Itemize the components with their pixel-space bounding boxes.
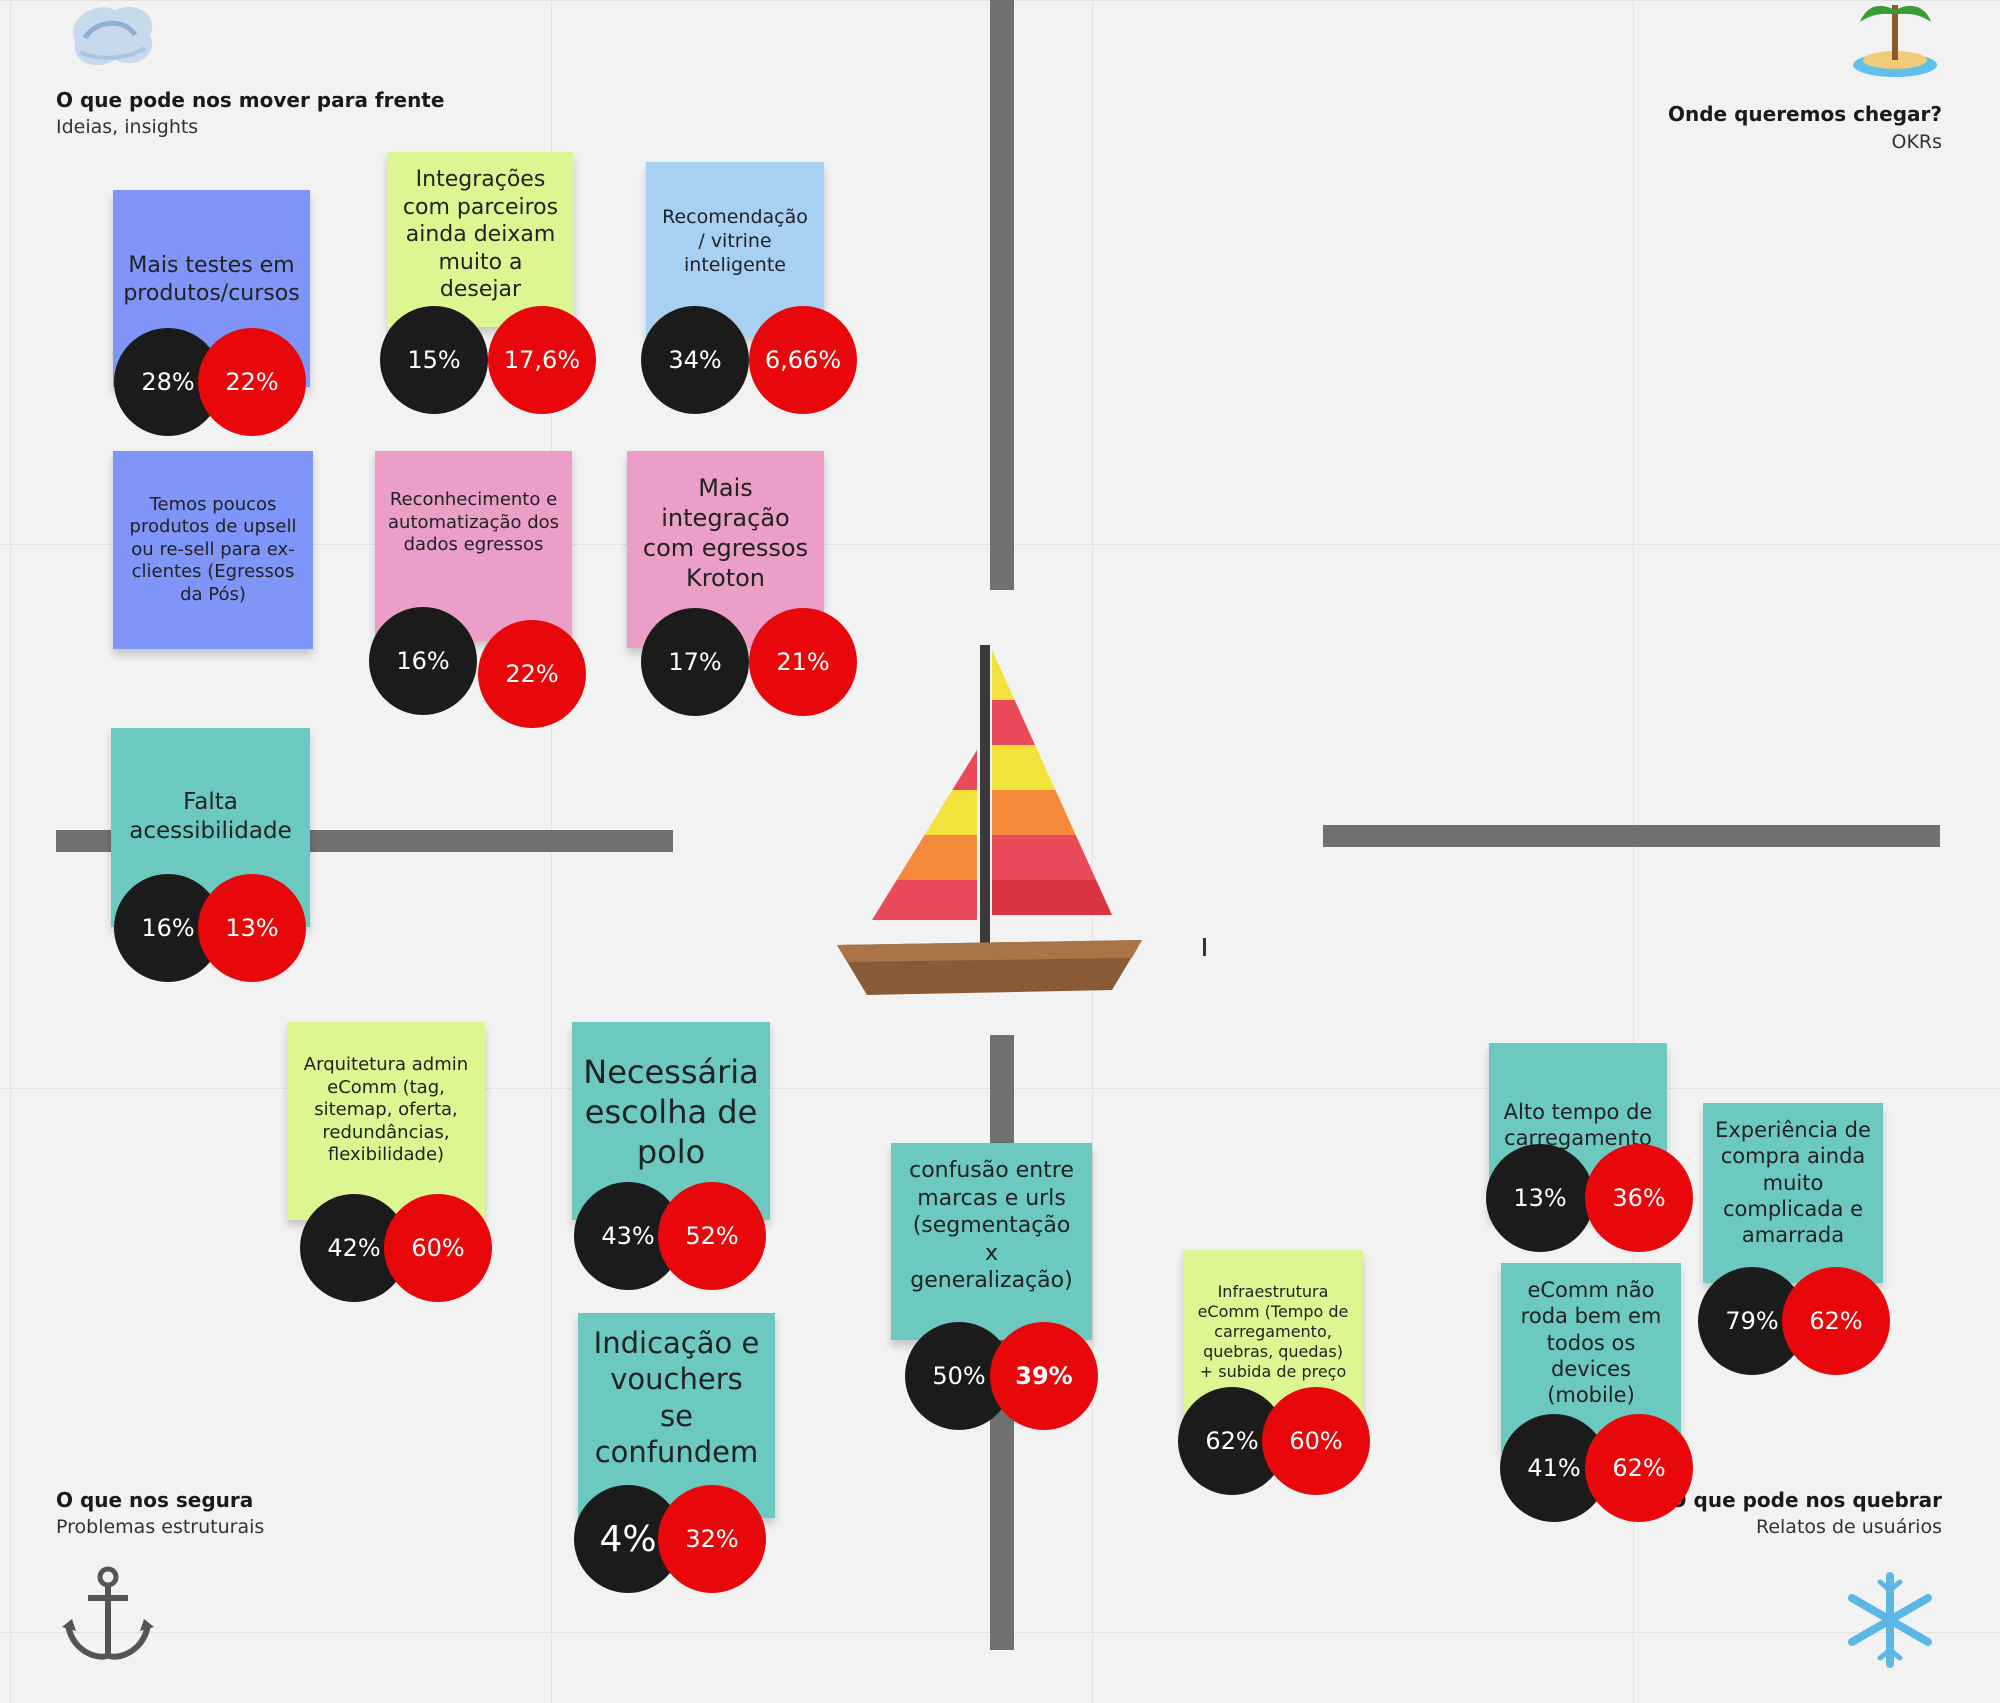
sticky-note[interactable]: Arquitetura admin eComm (tag, sitemap, o… xyxy=(287,1022,485,1220)
vote-count-red: 21% xyxy=(749,608,857,716)
quadrant-title-risks: O que pode nos quebrar xyxy=(1669,1488,1942,1512)
sticky-note[interactable]: confusão entre marcas e urls (segmentaçã… xyxy=(891,1143,1092,1340)
quadrant-title-ideas: O que pode nos mover para frente xyxy=(56,88,445,112)
quadrant-subtitle-risks: Relatos de usuários xyxy=(1755,1516,1942,1538)
vote-count-red: 36% xyxy=(1585,1144,1693,1252)
vote-count-red: 60% xyxy=(1262,1387,1370,1495)
sticky-note[interactable]: Integrações com parceiros ainda deixam m… xyxy=(387,152,574,327)
quadrant-subtitle-goals: OKRs xyxy=(1891,131,1942,153)
sticky-note[interactable]: Experiência de compra ainda muito compli… xyxy=(1703,1103,1883,1283)
sailboat-icon xyxy=(837,645,1142,995)
sticky-note[interactable]: Indicação e vouchers se confundem xyxy=(578,1313,775,1518)
vote-count-red: 22% xyxy=(478,620,586,728)
snowflake-icon xyxy=(1848,1572,1932,1668)
vote-count-red: 39% xyxy=(990,1322,1098,1430)
island-icon xyxy=(1853,5,1937,77)
vote-count-black: 50% xyxy=(905,1322,1013,1430)
cursor-mark xyxy=(1203,938,1206,956)
sticky-note[interactable]: Temos poucos produtos de upsell ou re-se… xyxy=(113,451,313,649)
sticky-note[interactable]: Necessária escolha de polo xyxy=(572,1022,770,1220)
quadrant-title-goals: Onde queremos chegar? xyxy=(1667,102,1942,126)
vote-count-black: 17% xyxy=(641,608,749,716)
vote-count-black: 15% xyxy=(380,306,488,414)
divider-vertical-top xyxy=(990,0,1014,590)
vote-count-red: 22% xyxy=(198,328,306,436)
wind-icon xyxy=(73,6,153,66)
vote-count-black: 13% xyxy=(1486,1144,1594,1252)
quadrant-title-blockers: O que nos segura xyxy=(56,1488,254,1512)
vote-count-red: 52% xyxy=(658,1182,766,1290)
quadrant-subtitle-blockers: Problemas estruturais xyxy=(56,1516,265,1538)
vote-count-red: 13% xyxy=(198,874,306,982)
vote-count-black: 34% xyxy=(641,306,749,414)
anchor-icon xyxy=(62,1566,154,1660)
vote-count-red: 32% xyxy=(658,1485,766,1593)
divider-horizontal-right xyxy=(1323,825,1940,847)
quadrant-subtitle-ideas: Ideias, insights xyxy=(56,116,199,138)
vote-count-black: 16% xyxy=(369,607,477,715)
vote-count-red: 6,66% xyxy=(749,306,857,414)
vote-count-red: 60% xyxy=(384,1194,492,1302)
vote-count-red: 62% xyxy=(1782,1267,1890,1375)
vote-count-red: 17,6% xyxy=(488,306,596,414)
vote-count-red: 62% xyxy=(1585,1414,1693,1522)
